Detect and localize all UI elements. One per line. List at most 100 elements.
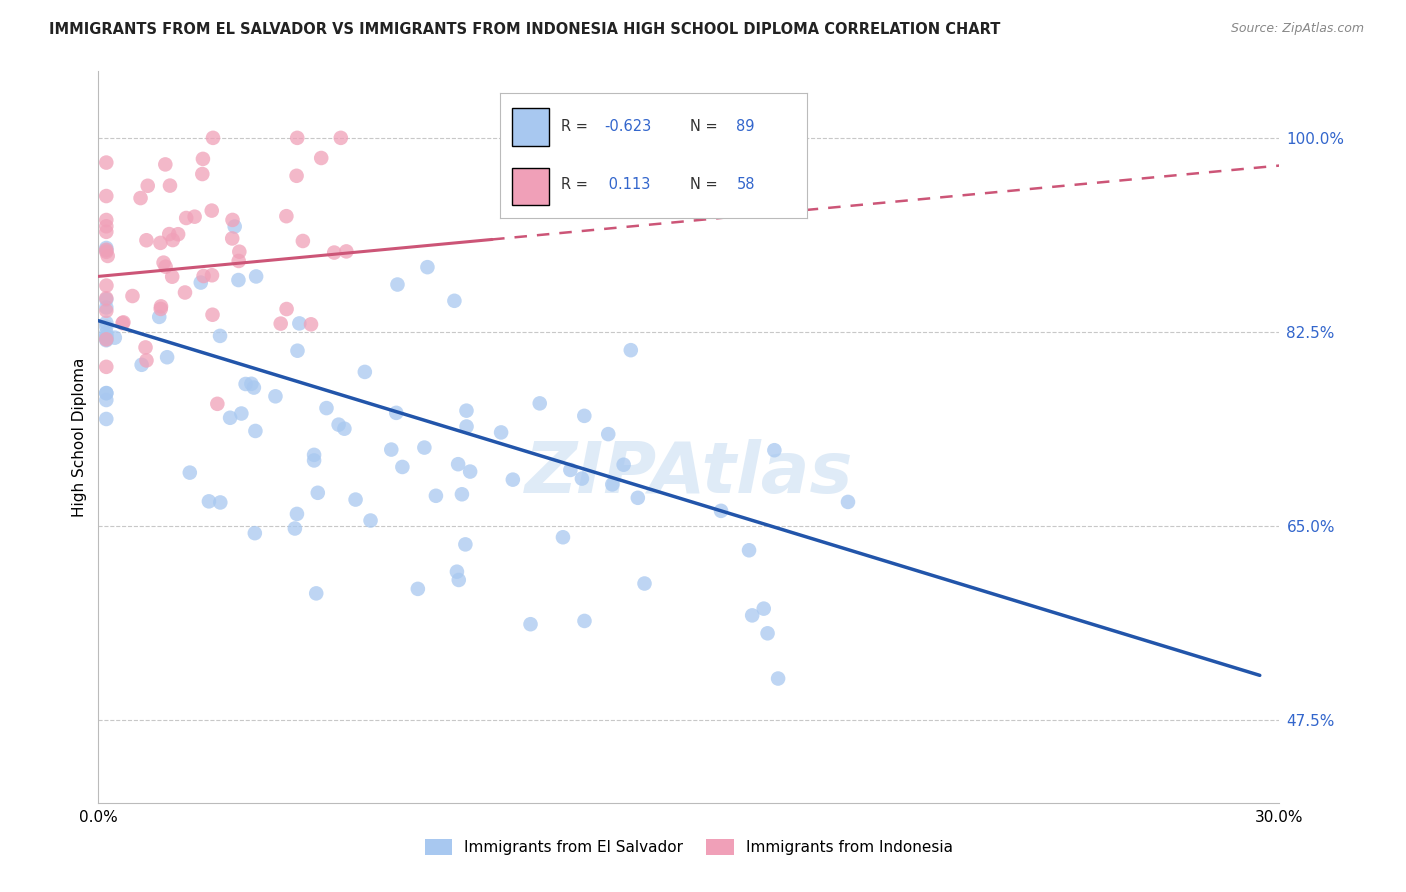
Point bbox=[157, 227, 180, 241]
Point bbox=[299, 318, 322, 332]
Point bbox=[96, 244, 118, 259]
Point bbox=[425, 489, 447, 503]
Point bbox=[285, 169, 308, 183]
Point bbox=[235, 376, 257, 391]
Point bbox=[96, 243, 118, 257]
Point bbox=[96, 291, 118, 305]
Point bbox=[148, 310, 170, 324]
Point bbox=[270, 317, 292, 331]
Point bbox=[96, 392, 118, 407]
Point bbox=[353, 365, 375, 379]
Point bbox=[201, 268, 224, 283]
Point bbox=[96, 332, 118, 346]
Point bbox=[560, 463, 582, 477]
Point bbox=[741, 608, 763, 623]
Point bbox=[385, 406, 408, 420]
Point bbox=[104, 331, 127, 345]
Point bbox=[201, 308, 224, 322]
Point bbox=[135, 233, 157, 247]
Point bbox=[174, 285, 197, 300]
Point bbox=[360, 514, 382, 528]
Point bbox=[136, 178, 159, 193]
Text: Source: ZipAtlas.com: Source: ZipAtlas.com bbox=[1230, 22, 1364, 36]
Point bbox=[551, 530, 574, 544]
Point bbox=[276, 209, 298, 223]
Point bbox=[456, 403, 478, 417]
Point bbox=[96, 301, 118, 315]
Point bbox=[328, 417, 350, 432]
Point bbox=[502, 473, 524, 487]
Point bbox=[96, 225, 118, 239]
Point bbox=[228, 273, 250, 287]
Point bbox=[333, 422, 356, 436]
Point bbox=[96, 333, 118, 347]
Point bbox=[285, 507, 308, 521]
Point bbox=[149, 235, 172, 250]
Point bbox=[198, 494, 221, 508]
Point bbox=[571, 472, 593, 486]
Point bbox=[121, 289, 143, 303]
Point bbox=[406, 582, 429, 596]
Point bbox=[96, 329, 118, 343]
Point bbox=[245, 424, 267, 438]
Point bbox=[219, 410, 242, 425]
Point bbox=[766, 672, 789, 686]
Point bbox=[156, 350, 179, 364]
Point bbox=[454, 537, 477, 551]
Point bbox=[387, 277, 409, 292]
Point bbox=[96, 293, 118, 307]
Point bbox=[96, 412, 118, 426]
Point bbox=[446, 565, 468, 579]
Point bbox=[285, 131, 308, 145]
Point bbox=[96, 330, 118, 344]
Point bbox=[710, 504, 733, 518]
Point bbox=[284, 521, 307, 535]
Point bbox=[183, 210, 205, 224]
Point bbox=[190, 276, 212, 290]
Point bbox=[96, 278, 118, 293]
Point bbox=[96, 303, 118, 318]
Point bbox=[134, 340, 156, 354]
Point bbox=[155, 260, 177, 274]
Point bbox=[159, 178, 181, 193]
Point bbox=[315, 401, 337, 415]
Point bbox=[96, 326, 118, 340]
Point bbox=[208, 329, 231, 343]
Point bbox=[756, 626, 779, 640]
Point bbox=[600, 477, 623, 491]
Point bbox=[380, 442, 402, 457]
Point bbox=[193, 268, 215, 283]
Point bbox=[574, 614, 596, 628]
Point bbox=[323, 245, 346, 260]
Point bbox=[451, 487, 474, 501]
Point bbox=[221, 213, 243, 227]
Point bbox=[131, 358, 153, 372]
Point bbox=[201, 203, 224, 218]
Point bbox=[96, 332, 118, 346]
Point bbox=[97, 249, 120, 263]
Point bbox=[209, 495, 232, 509]
Point bbox=[752, 601, 775, 615]
Point bbox=[96, 241, 118, 255]
Point bbox=[243, 381, 266, 395]
Point bbox=[519, 617, 541, 632]
Point bbox=[447, 457, 470, 471]
Point bbox=[302, 453, 325, 467]
Point bbox=[276, 301, 298, 316]
Point bbox=[288, 317, 311, 331]
Point bbox=[291, 234, 314, 248]
Point bbox=[150, 299, 173, 313]
Point bbox=[152, 255, 174, 269]
Legend: Immigrants from El Salvador, Immigrants from Indonesia: Immigrants from El Salvador, Immigrants … bbox=[419, 833, 959, 861]
Point bbox=[224, 219, 246, 234]
Point bbox=[96, 386, 118, 401]
Point bbox=[447, 573, 470, 587]
Point bbox=[228, 254, 250, 268]
Point bbox=[458, 465, 481, 479]
Point bbox=[96, 244, 118, 258]
Point bbox=[391, 459, 413, 474]
Point bbox=[207, 397, 229, 411]
Point bbox=[96, 155, 118, 169]
Point bbox=[243, 526, 266, 541]
Point bbox=[96, 386, 118, 401]
